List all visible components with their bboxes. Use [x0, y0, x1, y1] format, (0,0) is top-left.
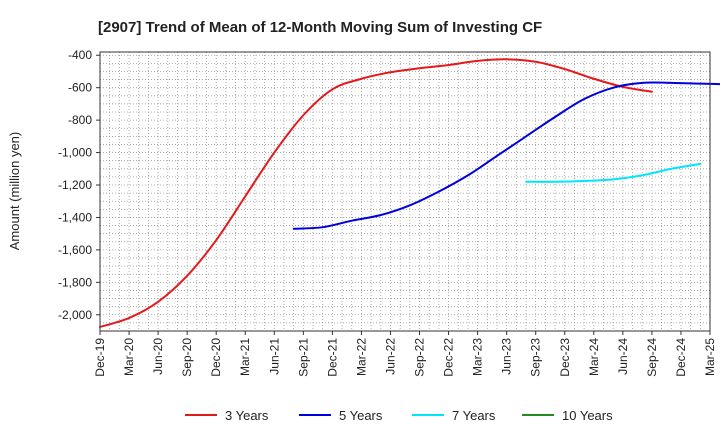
y-tick-label: -1,000	[58, 146, 92, 160]
x-tick-label: Mar-20	[122, 338, 136, 376]
y-axis-label: Amount (million yen)	[7, 132, 22, 251]
chart-title: [2907] Trend of Mean of 12-Month Moving …	[98, 19, 542, 36]
x-tick-label: Dec-22	[442, 338, 456, 377]
x-tick-label: Sep-24	[645, 338, 659, 377]
series-line-3-years	[99, 58, 653, 328]
x-tick-label: Mar-23	[471, 338, 485, 376]
y-tick-label: -1,600	[58, 243, 92, 257]
plot-area	[99, 51, 711, 332]
y-tick-label: -1,800	[58, 275, 92, 289]
legend-label-7-years: 7 Years	[452, 408, 496, 423]
x-tick-label: Jun-24	[616, 338, 630, 375]
x-tick-label: Sep-21	[296, 338, 310, 377]
series-line-5-years	[292, 81, 720, 230]
x-tick-label: Dec-21	[325, 338, 339, 377]
legend-label-5-years: 5 Years	[339, 408, 383, 423]
y-tick-label: -600	[68, 81, 92, 95]
x-tick-label: Sep-20	[180, 338, 194, 377]
x-tick-label: Jun-22	[383, 338, 397, 375]
x-tick-label: Dec-20	[209, 338, 223, 377]
x-tick-label: Sep-22	[413, 338, 427, 377]
x-tick-label: Dec-23	[558, 338, 572, 377]
y-tick-label: -400	[68, 48, 92, 62]
x-tick-label: Dec-24	[674, 338, 688, 377]
y-tick-label: -1,400	[58, 210, 92, 224]
x-tick-label: Mar-24	[587, 338, 601, 376]
legend: 3 Years 5 Years 7 Years 10 Years	[185, 408, 613, 423]
grid-lines	[100, 52, 710, 331]
y-axis-ticks: -400 -600 -800 -1,000 -1,200 -1,400 -1,600 -1,8…	[58, 48, 100, 322]
x-tick-label: Mar-22	[354, 338, 368, 376]
series-lines	[99, 58, 720, 328]
x-tick-label: Mar-21	[238, 338, 252, 376]
x-tick-label: Mar-25	[703, 338, 717, 376]
legend-label-3-years: 3 Years	[225, 408, 269, 423]
x-tick-label: Jun-21	[267, 338, 281, 375]
y-tick-label: -2,000	[58, 308, 92, 322]
y-tick-label: -1,200	[58, 178, 92, 192]
series-line-7-years	[525, 162, 702, 183]
x-tick-label: Dec-19	[93, 338, 107, 377]
x-tick-label: Sep-23	[529, 338, 543, 377]
x-tick-label: Jun-23	[500, 338, 514, 375]
legend-label-10-years: 10 Years	[562, 408, 613, 423]
y-tick-label: -800	[68, 113, 92, 127]
x-tick-label: Jun-20	[151, 338, 165, 375]
x-axis-ticks: Dec-19 Mar-20 Jun-20 Sep-20 Dec-20 Mar-21 Jun-…	[93, 331, 717, 377]
